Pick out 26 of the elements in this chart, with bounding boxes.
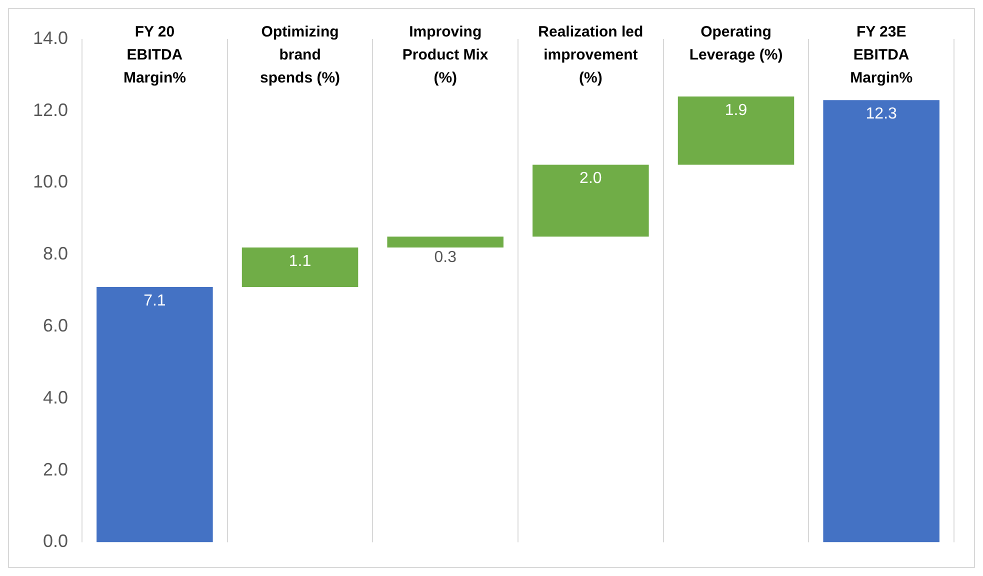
x-tick-label: FY 23E EBITDA Margin% xyxy=(850,24,913,87)
bar xyxy=(242,247,358,288)
y-tick-label: 6.0 xyxy=(43,316,68,336)
x-tick-label: Realization led improvement (%) xyxy=(538,24,644,87)
bar xyxy=(532,164,649,237)
data-label: 12.3 xyxy=(866,106,898,123)
y-tick-label: 10.0 xyxy=(32,172,68,192)
data-label: 7.1 xyxy=(144,292,166,310)
data-label: 1.9 xyxy=(724,102,748,119)
x-tick-label: Improving Product Mix (%) xyxy=(402,24,489,87)
y-tick-label: 14.0 xyxy=(32,28,68,48)
x-tick-label: Optimizing brand spends (%) xyxy=(260,24,340,87)
data-label: 2.0 xyxy=(580,170,602,188)
data-label: 1.1 xyxy=(288,252,312,270)
x-tick-label: Operating Leverage (%) xyxy=(689,24,783,64)
y-tick-label: 0.0 xyxy=(43,531,68,552)
bar xyxy=(678,96,794,165)
data-label: 0.3 xyxy=(434,248,457,266)
bar xyxy=(387,236,504,248)
y-tick-label: 2.0 xyxy=(43,459,68,480)
y-tick-label: 12.0 xyxy=(32,100,68,120)
bar xyxy=(96,287,213,542)
y-tick-label: 4.0 xyxy=(43,387,68,408)
x-tick-label: FY 20 EBITDA Margin% xyxy=(123,24,186,87)
bar xyxy=(823,100,940,542)
y-tick-label: 8.0 xyxy=(43,244,68,264)
